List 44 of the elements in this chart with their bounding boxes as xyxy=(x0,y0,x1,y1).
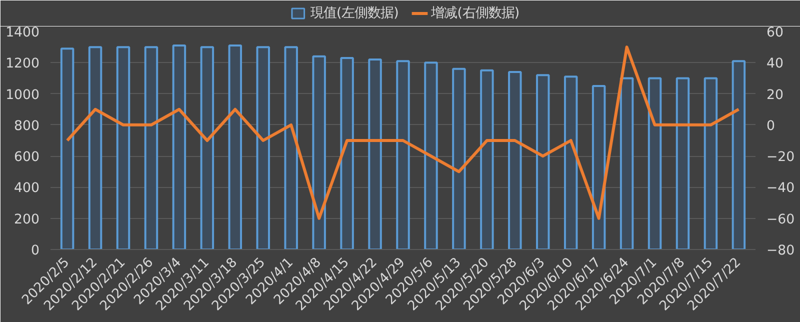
bar xyxy=(88,46,102,250)
y-tick-label: 0 xyxy=(31,244,40,258)
bar xyxy=(620,77,634,250)
bar xyxy=(340,56,354,250)
y-tick-label: 400 xyxy=(14,181,40,196)
bar xyxy=(60,48,74,250)
y2-tick-label: −20 xyxy=(766,150,795,166)
bar xyxy=(704,77,718,250)
bar xyxy=(284,46,298,250)
y-tick-label: 800 xyxy=(14,118,40,134)
bar xyxy=(172,44,186,250)
bar xyxy=(424,62,438,250)
bar xyxy=(508,70,522,250)
bar xyxy=(480,69,494,250)
bar xyxy=(732,60,746,250)
y2-tick-label: 60 xyxy=(766,26,784,40)
y2-tick-label: 20 xyxy=(766,88,784,103)
y-tick-label: 1200 xyxy=(6,56,40,72)
y2-tick-label: −80 xyxy=(766,244,795,258)
bar xyxy=(536,74,550,250)
bar xyxy=(144,46,158,250)
legend-label: 增减(右側数据) xyxy=(430,6,520,21)
y-tick-label: 1000 xyxy=(6,88,40,103)
y2-tick-label: 0 xyxy=(766,118,775,134)
bar xyxy=(648,77,662,250)
bar xyxy=(564,76,578,250)
y2-tick-label: −40 xyxy=(766,181,795,196)
y-tick-label: 200 xyxy=(14,212,40,228)
bar xyxy=(676,77,690,250)
y2-tick-label: −60 xyxy=(766,212,795,228)
bar xyxy=(312,55,326,250)
bar xyxy=(116,46,130,250)
y2-tick-label: 40 xyxy=(766,56,784,72)
bar xyxy=(256,46,270,250)
bar xyxy=(452,68,466,250)
y-tick-label: 1400 xyxy=(6,26,40,40)
bar xyxy=(200,46,214,250)
y-tick-label: 600 xyxy=(14,150,40,166)
line-series xyxy=(66,46,740,220)
legend-label: 現值(左側数据) xyxy=(310,6,399,21)
bar xyxy=(396,60,410,250)
bar xyxy=(368,58,382,250)
bar xyxy=(592,85,606,250)
bar xyxy=(228,44,242,250)
